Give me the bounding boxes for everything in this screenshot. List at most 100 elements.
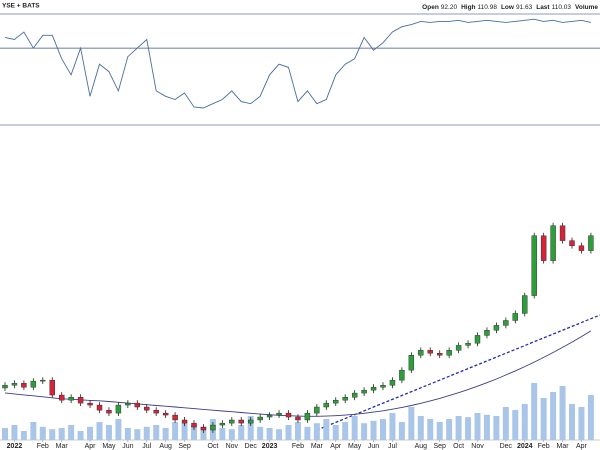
volume-bar xyxy=(398,422,405,440)
volume-bar xyxy=(455,416,462,440)
volume-bar xyxy=(2,428,8,440)
candle-body xyxy=(503,320,509,326)
candle-body xyxy=(370,387,377,391)
quote-value: 110.98 xyxy=(478,4,498,11)
x-tick-label: Mar xyxy=(56,443,69,450)
candle-body xyxy=(59,394,65,401)
volume-bar xyxy=(370,420,377,440)
trendline xyxy=(316,314,600,431)
volume-bar xyxy=(323,419,330,440)
candle-body xyxy=(210,424,216,431)
x-tick-label: Jul xyxy=(142,443,151,450)
volume-bar xyxy=(483,414,490,440)
x-tick-label: Nov xyxy=(226,443,239,450)
volume-bar xyxy=(153,425,160,440)
quote-label: Volume xyxy=(575,4,598,11)
candle-body xyxy=(578,245,585,251)
quote-label: Last xyxy=(536,4,550,11)
candle-body xyxy=(96,404,103,411)
volume-bar xyxy=(11,425,18,440)
volume-bar xyxy=(408,407,415,440)
x-tick-label: Feb xyxy=(292,443,304,450)
x-tick-label: Jun xyxy=(368,443,379,450)
candle-body xyxy=(49,379,55,396)
x-tick-label: Apr xyxy=(576,443,588,450)
candle-body xyxy=(522,295,528,314)
candle-body xyxy=(399,369,405,381)
candle-body xyxy=(162,412,169,416)
volume-bar xyxy=(304,426,311,440)
volume-bar xyxy=(228,429,235,440)
volume-bar xyxy=(569,404,575,440)
volume-bar xyxy=(361,423,368,440)
candle-body xyxy=(540,235,547,261)
volume-bar xyxy=(77,431,84,440)
volume-bar xyxy=(58,428,65,440)
candle-body xyxy=(437,353,443,356)
volume-bar xyxy=(587,395,594,440)
candle-body xyxy=(351,392,358,398)
candle-body xyxy=(550,225,556,261)
volume-bar xyxy=(87,426,94,440)
volume-bar xyxy=(143,426,150,440)
candle-body xyxy=(200,426,207,431)
volume-bar xyxy=(351,416,358,440)
candle-body xyxy=(219,422,226,426)
candle-body xyxy=(276,412,282,416)
candle-body xyxy=(87,402,93,406)
quote-value: 110.03 xyxy=(552,4,572,11)
volume-bar xyxy=(181,423,188,440)
x-tick-label: 2022 xyxy=(7,443,23,450)
candle-body xyxy=(427,350,433,354)
candle-body xyxy=(115,404,122,414)
candle-body xyxy=(323,402,329,408)
volume-bar xyxy=(436,422,443,440)
candle-body xyxy=(181,419,188,424)
volume-bar xyxy=(446,419,453,440)
volume-bar xyxy=(389,413,396,440)
candle-body xyxy=(361,389,367,394)
candle-body xyxy=(474,335,481,344)
volume-bar xyxy=(162,428,169,440)
x-tick-label: Feb xyxy=(538,443,550,450)
candle-body xyxy=(229,419,235,424)
x-tick-label: Sep xyxy=(178,443,191,450)
indicator-line xyxy=(4,18,591,109)
volume-bar xyxy=(465,417,472,440)
candle-body xyxy=(134,402,141,408)
volume-bar xyxy=(124,428,131,440)
x-tick-label: Dec xyxy=(500,443,513,450)
candle-body xyxy=(512,313,518,321)
candle-body xyxy=(247,419,254,424)
x-tick-label: May xyxy=(348,443,362,450)
candle-body xyxy=(493,325,500,331)
volume-bar xyxy=(276,429,283,440)
candle-body xyxy=(380,385,386,388)
volume-bar xyxy=(115,419,122,440)
candle-body xyxy=(266,414,273,418)
volume-bar xyxy=(20,431,27,440)
exchange-label: YSE + BATS xyxy=(2,3,40,10)
candle-body xyxy=(418,350,424,356)
volume-bar xyxy=(266,428,273,440)
candle-body xyxy=(559,225,566,241)
candle-body xyxy=(257,416,263,421)
candle-body xyxy=(144,406,150,411)
volume-bar xyxy=(257,426,264,440)
x-tick-label: Mar xyxy=(557,443,570,450)
volume-bar xyxy=(30,422,37,440)
volume-bar xyxy=(39,426,46,440)
candle-body xyxy=(446,350,452,356)
x-tick-label: Aug xyxy=(159,443,172,450)
candle-body xyxy=(389,379,396,386)
volume-bar xyxy=(200,426,207,440)
volume-bar xyxy=(342,422,349,440)
x-tick-label: Aug xyxy=(415,443,428,450)
x-tick-label: Oct xyxy=(207,443,218,450)
x-tick-label: Dec xyxy=(244,443,257,450)
x-tick-label: Feb xyxy=(37,443,49,450)
volume-bar xyxy=(191,425,197,440)
candle-body xyxy=(125,402,131,406)
candle-body xyxy=(465,343,471,346)
